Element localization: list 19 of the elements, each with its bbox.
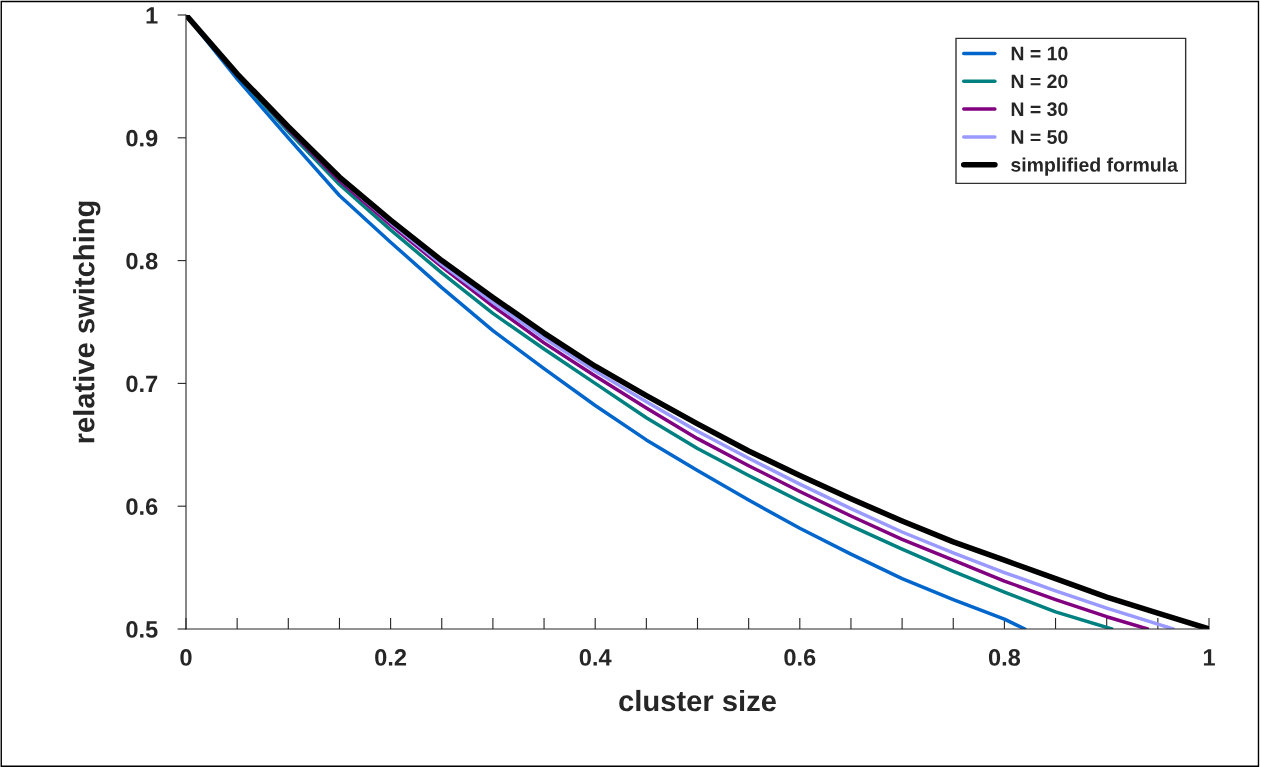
legend-label: N = 30 [1011, 102, 1068, 117]
x-tick-label: 0 [180, 649, 192, 666]
legend-label: N = 50 [1011, 130, 1068, 144]
x-axis-title: cluster size [619, 689, 776, 712]
legend-label: simplified formula [1011, 157, 1179, 176]
x-tick-label: 1 [1203, 649, 1215, 666]
legend-label: N = 10 [1011, 46, 1068, 61]
y-tick-label: 0.6 [126, 498, 158, 515]
y-tick-label: 1 [146, 7, 158, 24]
x-tick-label: 0.4 [579, 649, 612, 666]
y-tick-label: 0.7 [126, 375, 158, 393]
y-tick-label: 0.8 [126, 252, 158, 270]
y-tick-label: 0.9 [126, 129, 158, 147]
legend-label: N = 20 [1011, 74, 1068, 89]
x-tick-label: 0.8 [988, 649, 1021, 666]
y-axis-title: relative switching [73, 201, 101, 443]
x-tick-label: 0.2 [375, 649, 407, 666]
x-tick-label: 0.6 [784, 649, 816, 666]
y-tick-label: 0.5 [126, 621, 158, 638]
